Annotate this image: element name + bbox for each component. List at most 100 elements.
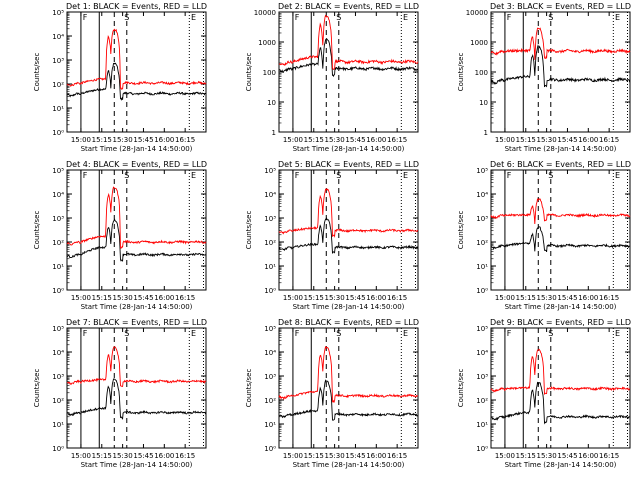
x-tick-label: 15:00: [495, 452, 515, 460]
x-tick-label: 16:00: [154, 452, 174, 460]
series-line-events: [490, 381, 631, 425]
marker-label: S: [336, 171, 341, 180]
series-line-lld: [66, 346, 207, 387]
detector-panel: Det 1: BLACK = Events, RED = LLD 10⁰ 10¹ 10…: [33, 2, 207, 153]
series-line-lld: [66, 186, 207, 249]
y-axis-label: Counts/sec: [33, 369, 41, 408]
marker-label: S: [548, 13, 553, 22]
x-tick-label: 15:45: [133, 452, 153, 460]
x-tick-label: 15:45: [345, 294, 365, 302]
y-tick-label: 10¹: [52, 421, 64, 429]
y-tick-label: 10²: [52, 239, 64, 247]
marker-label: E: [403, 171, 408, 180]
y-tick-label: 10⁰: [52, 445, 64, 453]
x-tick-label: 15:30: [325, 136, 345, 144]
plot-frame: [278, 169, 419, 291]
x-tick-label: 16:00: [154, 294, 174, 302]
series-line-events: [66, 378, 207, 420]
x-tick-label: 16:00: [578, 294, 598, 302]
y-axis-label: Counts/sec: [457, 53, 465, 92]
x-tick-label: 15:00: [71, 294, 91, 302]
y-tick-label: 10³: [52, 215, 64, 223]
series-line-events: [278, 37, 419, 78]
panel-title: Det 1: BLACK = Events, RED = LLD: [66, 2, 207, 11]
x-tick-label: 16:15: [599, 452, 619, 460]
x-tick-label: 15:15: [92, 452, 112, 460]
series-line-lld: [490, 348, 631, 395]
x-axis-label: Start Time (28-Jan-14 14:50:00): [505, 303, 617, 311]
plot-frame: [490, 327, 631, 449]
y-tick-label: 10⁴: [476, 191, 488, 199]
y-tick-label: 10⁰: [476, 287, 488, 295]
detector-panel: Det 3: BLACK = Events, RED = LLD 1 10 100 10…: [457, 2, 631, 153]
x-tick-label: 15:15: [304, 452, 324, 460]
series-line-lld: [490, 27, 631, 60]
y-tick-label: 10000: [254, 9, 276, 17]
y-tick-label: 10: [267, 99, 276, 107]
marker-label: F: [83, 13, 88, 22]
x-tick-label: 15:45: [557, 136, 577, 144]
x-tick-label: 16:15: [387, 452, 407, 460]
y-tick-label: 10⁰: [52, 287, 64, 295]
x-tick-label: 15:15: [92, 294, 112, 302]
x-tick-label: 16:15: [387, 136, 407, 144]
plot-frame: [66, 11, 207, 133]
y-tick-label: 10⁰: [52, 129, 64, 137]
x-tick-label: 15:00: [495, 294, 515, 302]
x-tick-label: 15:30: [113, 452, 133, 460]
y-tick-label: 10¹: [476, 421, 488, 429]
y-tick-label: 10²: [476, 239, 488, 247]
panel-title: Det 9: BLACK = Events, RED = LLD: [490, 318, 631, 327]
marker-label: E: [191, 171, 196, 180]
y-tick-label: 10²: [264, 397, 276, 405]
y-tick-label: 10⁵: [264, 167, 276, 175]
x-tick-label: 16:15: [387, 294, 407, 302]
series-line-events: [278, 379, 419, 421]
x-tick-label: 15:15: [516, 136, 536, 144]
x-tick-label: 15:45: [133, 294, 153, 302]
marker-label: E: [191, 13, 196, 22]
x-axis-label: Start Time (28-Jan-14 14:50:00): [293, 303, 405, 311]
y-tick-label: 10⁰: [264, 287, 276, 295]
x-tick-label: 15:00: [495, 136, 515, 144]
series-line-lld: [278, 14, 419, 70]
y-axis-label: Counts/sec: [457, 369, 465, 408]
plot-frame: [490, 169, 631, 291]
y-tick-label: 10³: [52, 57, 64, 65]
detector-panel: Det 4: BLACK = Events, RED = LLD 10⁰ 10¹ 10…: [33, 160, 207, 311]
marker-label: S: [124, 13, 129, 22]
marker-label: E: [403, 329, 408, 338]
marker-label: S: [548, 171, 553, 180]
y-tick-label: 10⁵: [476, 167, 488, 175]
x-tick-label: 16:00: [578, 136, 598, 144]
y-tick-label: 10³: [264, 215, 276, 223]
detector-panel: Det 6: BLACK = Events, RED = LLD 10⁰ 10¹ 10…: [457, 160, 631, 311]
x-tick-label: 15:45: [133, 136, 153, 144]
y-axis-label: Counts/sec: [245, 53, 253, 92]
y-tick-label: 1: [272, 129, 276, 137]
y-tick-label: 10: [479, 99, 488, 107]
plot-frame: [66, 169, 207, 291]
x-tick-label: 15:45: [345, 452, 365, 460]
y-tick-label: 10⁵: [52, 9, 64, 17]
x-tick-label: 15:00: [71, 136, 91, 144]
marker-label: F: [295, 13, 300, 22]
marker-label: E: [615, 171, 620, 180]
y-tick-label: 10²: [264, 239, 276, 247]
panel-title: Det 5: BLACK = Events, RED = LLD: [278, 160, 419, 169]
x-tick-label: 16:15: [175, 452, 195, 460]
y-tick-label: 10⁴: [264, 191, 276, 199]
y-tick-label: 10⁴: [476, 349, 488, 357]
panel-title: Det 8: BLACK = Events, RED = LLD: [278, 318, 419, 327]
y-tick-label: 10³: [264, 373, 276, 381]
y-tick-label: 10⁴: [52, 33, 64, 41]
detector-panel: Det 9: BLACK = Events, RED = LLD 10⁰ 10¹ 10…: [457, 318, 631, 469]
marker-label: F: [83, 171, 88, 180]
panel-title: Det 4: BLACK = Events, RED = LLD: [66, 160, 207, 169]
series-line-events: [490, 44, 631, 88]
x-tick-label: 16:15: [175, 136, 195, 144]
series-line-lld: [490, 198, 631, 225]
y-tick-label: 10⁴: [52, 349, 64, 357]
marker-label: E: [615, 13, 620, 22]
marker-label: S: [336, 329, 341, 338]
